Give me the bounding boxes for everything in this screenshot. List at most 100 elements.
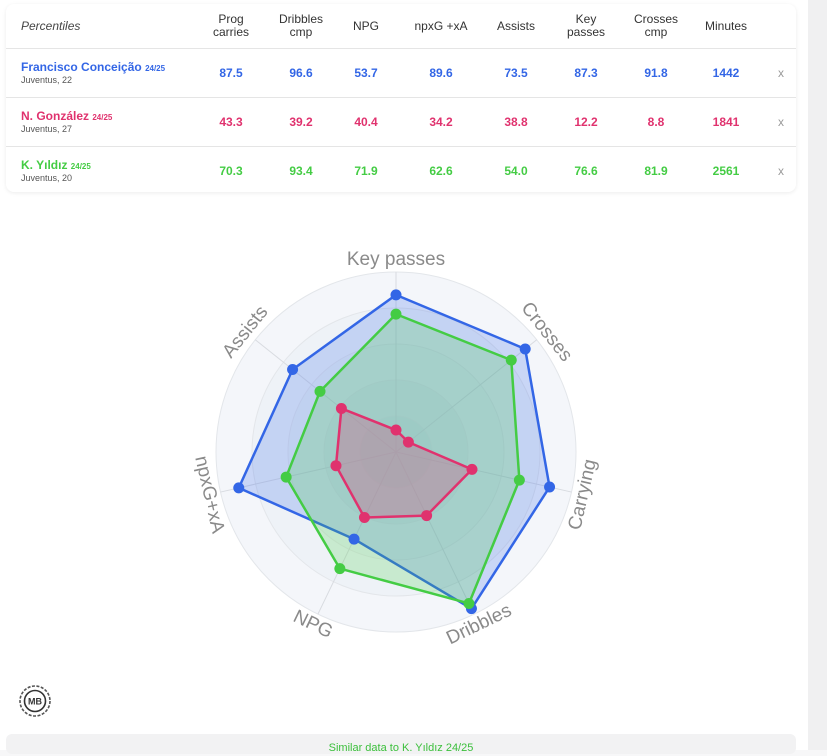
radar-data-point bbox=[233, 482, 245, 494]
similar-data-label[interactable]: Similar data to K. Yıldız 24/25 bbox=[328, 742, 474, 754]
radar-data-point bbox=[390, 289, 402, 301]
column-header[interactable]: Dribbles cmp bbox=[266, 4, 336, 49]
column-header-line2: cmp bbox=[644, 25, 668, 39]
remove-player-button[interactable]: x bbox=[778, 115, 784, 129]
table-row: K. Yıldız 24/25 Juventus, 20 70.3 93.4 71.9 6… bbox=[6, 147, 796, 196]
stat-value: 1442 bbox=[686, 48, 766, 98]
radar-series-area bbox=[237, 293, 551, 610]
remove-column-header bbox=[766, 4, 796, 49]
table-header-row: Percentiles Prog carries Dribbles cmp NPG npx… bbox=[6, 4, 796, 49]
radar-spoke bbox=[254, 339, 397, 453]
column-header[interactable]: npxG +xA bbox=[396, 4, 486, 49]
radar-data-point bbox=[390, 308, 402, 320]
player-cell[interactable]: N. González 24/25 Juventus, 27 bbox=[6, 97, 196, 147]
column-header-line1: Crosses bbox=[633, 12, 678, 26]
radar-spoke bbox=[395, 451, 475, 615]
column-header-line1: NPG bbox=[352, 18, 379, 33]
column-header[interactable]: Crosses cmp bbox=[626, 4, 686, 49]
radar-data-point bbox=[390, 424, 402, 436]
stat-value: 87.3 bbox=[546, 48, 626, 98]
stat-value: 96.6 bbox=[266, 48, 336, 98]
stat-value: 2561 bbox=[712, 164, 740, 178]
column-header[interactable]: Minutes bbox=[686, 4, 766, 49]
radar-data-point bbox=[421, 510, 433, 522]
column-header[interactable]: Assists bbox=[486, 4, 546, 49]
radar-data-point bbox=[280, 471, 292, 483]
player-cell[interactable]: Francisco Conceição 24/25 Juventus, 22 bbox=[6, 48, 196, 98]
stat-value: 43.3 bbox=[196, 97, 266, 147]
column-header-line1: Dribbles bbox=[278, 12, 323, 26]
remove-cell: x bbox=[766, 48, 796, 98]
column-header-line2: passes bbox=[566, 25, 606, 39]
table-body: Francisco Conceição 24/25 Juventus, 22 87.… bbox=[6, 48, 796, 196]
player-name[interactable]: K. Yıldız bbox=[21, 157, 68, 172]
percentiles-table: Percentiles Prog carries Dribbles cmp NPG npx… bbox=[6, 4, 796, 195]
radar-spoke bbox=[220, 451, 397, 493]
mb-logo: MB bbox=[18, 684, 52, 718]
stat-value: 73.5 bbox=[486, 48, 546, 98]
stat-value: 1841 bbox=[686, 97, 766, 147]
radar-data-point bbox=[544, 481, 556, 493]
column-header-line1: Prog bbox=[218, 12, 244, 26]
svg-text:MB: MB bbox=[28, 697, 42, 707]
column-header-line1: Key bbox=[575, 12, 597, 26]
radar-data-point bbox=[402, 436, 414, 448]
radar-data-point bbox=[513, 474, 525, 486]
column-header-line2: carries bbox=[212, 25, 249, 39]
column-header-line2: cmp bbox=[289, 25, 313, 39]
column-header[interactable]: Prog carries bbox=[196, 4, 266, 49]
scrollbar[interactable] bbox=[808, 0, 827, 750]
radar-series-area bbox=[334, 407, 474, 519]
main-content: Percentiles Prog carries Dribbles cmp NPG npx… bbox=[0, 4, 808, 754]
stat-value: 81.9 bbox=[644, 164, 668, 178]
remove-player-button[interactable]: x bbox=[778, 164, 784, 178]
radar-chart-container: Key passes Crosses Carrying Dribbles NPG npxG… bbox=[0, 236, 808, 676]
player-name-line[interactable]: Francisco Conceição 24/25 bbox=[21, 59, 196, 75]
table-row: N. González 24/25 Juventus, 27 43.3 39.2 40.… bbox=[6, 97, 796, 147]
percentiles-header: Percentiles bbox=[6, 4, 196, 49]
column-header[interactable]: Key passes bbox=[546, 4, 626, 49]
stat-value: 12.2 bbox=[546, 97, 626, 147]
remove-cell: x bbox=[766, 147, 796, 196]
radar-data-point bbox=[519, 343, 531, 355]
stat-value: 53.7 bbox=[336, 48, 396, 98]
stat-value: 71.9 bbox=[354, 164, 378, 178]
radar-series-area bbox=[284, 312, 521, 605]
radar-spoke bbox=[395, 451, 572, 493]
player-season: 24/25 bbox=[92, 112, 113, 122]
radar-data-point bbox=[330, 460, 342, 472]
column-header-line1: Minutes bbox=[704, 18, 748, 33]
stat-value: 89.6 bbox=[396, 48, 486, 98]
player-name-line[interactable]: N. González 24/25 bbox=[21, 108, 196, 124]
stat-value: 62.6 bbox=[429, 164, 453, 178]
stat-value: 40.4 bbox=[336, 97, 396, 147]
player-club: Juventus, 22 bbox=[21, 74, 73, 85]
player-season: 24/25 bbox=[145, 63, 166, 73]
radar-data-point bbox=[463, 597, 475, 609]
radar-data-point bbox=[314, 385, 326, 397]
stat-value: 54.0 bbox=[504, 164, 528, 178]
radar-data-point bbox=[505, 354, 517, 366]
percentiles-table-card: Percentiles Prog carries Dribbles cmp NPG npx… bbox=[6, 4, 796, 192]
stat-value: 39.2 bbox=[266, 97, 336, 147]
player-cell[interactable]: K. Yıldız 24/25 Juventus, 20 bbox=[6, 147, 196, 196]
table-row: Francisco Conceição 24/25 Juventus, 22 87.… bbox=[6, 48, 796, 98]
column-header-line1: Assists bbox=[496, 18, 535, 33]
remove-player-button[interactable]: x bbox=[778, 66, 784, 80]
stat-value: 87.5 bbox=[196, 48, 266, 98]
player-club: Juventus, 27 bbox=[21, 123, 73, 134]
radar-data-point bbox=[335, 402, 347, 414]
column-header[interactable]: NPG bbox=[336, 4, 396, 49]
stat-value: 93.4 bbox=[289, 164, 313, 178]
stat-value: 8.8 bbox=[626, 97, 686, 147]
similar-data-bar[interactable]: Similar data to K. Yıldız 24/25 bbox=[6, 734, 796, 754]
player-name-line[interactable]: K. Yıldız 24/25 bbox=[21, 157, 196, 173]
player-name[interactable]: Francisco Conceição bbox=[21, 59, 142, 74]
radar-data-point bbox=[466, 463, 478, 475]
column-header-line1: npxG +xA bbox=[414, 18, 468, 33]
radar-data-point bbox=[348, 533, 360, 545]
player-name[interactable]: N. González bbox=[21, 108, 90, 123]
stat-value: 76.6 bbox=[574, 164, 598, 178]
radar-chart: Key passesCrossesCarryingDribblesNPGnpxG… bbox=[190, 249, 601, 649]
radar-data-point bbox=[334, 563, 346, 575]
